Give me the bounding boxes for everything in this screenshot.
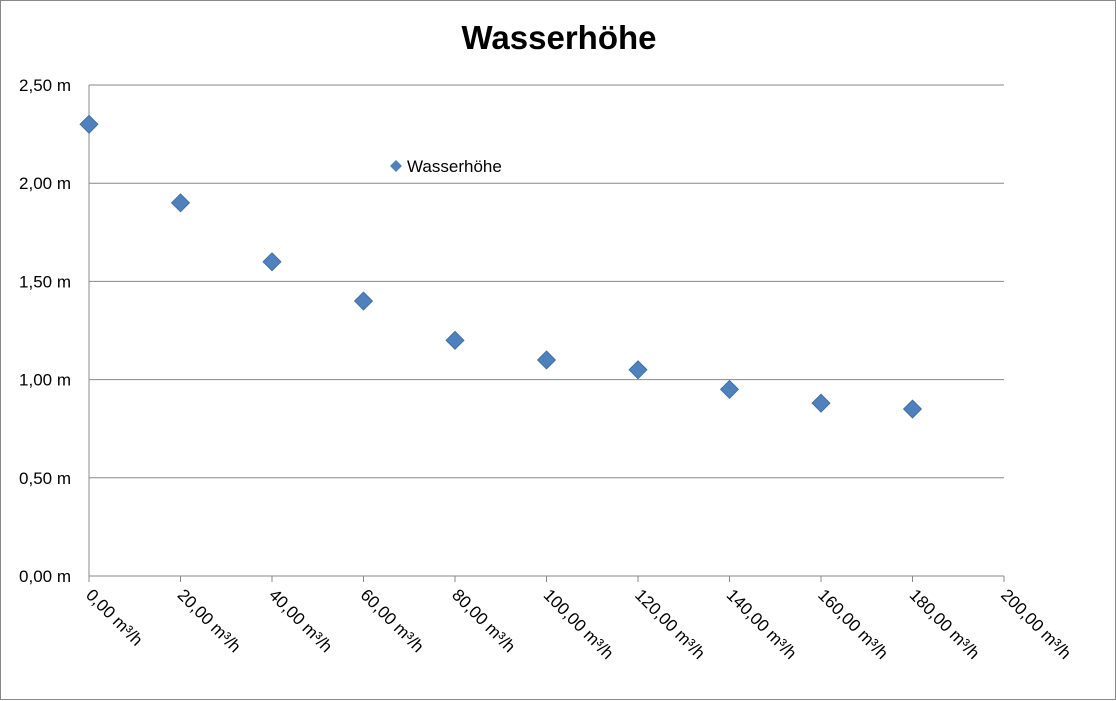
x-tick-label: 60,00 m³/h	[357, 585, 428, 656]
legend: Wasserhöhe	[390, 157, 502, 176]
data-point	[536, 350, 557, 370]
legend-marker	[390, 160, 402, 172]
gridlines	[89, 84, 1004, 479]
y-tick-label: 1,50 m	[19, 272, 71, 291]
x-tick-label: 140,00 m³/h	[723, 585, 801, 663]
data-point	[79, 114, 99, 134]
chart-title: Wasserhöhe	[461, 19, 657, 56]
y-tick-label: 0,50 m	[19, 469, 71, 488]
x-axis-tick-labels: 0,00 m³/h 20,00 m³/h 40,00 m³/h 60,00 m³/h 8…	[82, 585, 1075, 663]
data-point	[262, 252, 282, 272]
legend-label: Wasserhöhe	[407, 157, 502, 176]
x-tick-label: 100,00 m³/h	[540, 585, 618, 663]
x-tick-label: 180,00 m³/h	[906, 585, 984, 663]
data-points	[79, 114, 923, 419]
y-tick-label: 2,00 m	[19, 174, 71, 193]
data-point	[811, 393, 831, 413]
x-tick-label: 80,00 m³/h	[448, 585, 519, 656]
x-tick-label: 0,00 m³/h	[82, 585, 146, 649]
data-point	[719, 379, 740, 399]
data-point	[353, 291, 374, 311]
y-tick-label: 1,00 m	[19, 371, 71, 390]
data-point	[445, 330, 465, 350]
y-axis-tick-labels: 0,00 m 0,50 m 1,00 m 1,50 m 2,00 m 2,50 m	[19, 76, 71, 586]
x-tick-label: 160,00 m³/h	[814, 585, 892, 663]
x-tick-label: 120,00 m³/h	[631, 585, 709, 663]
y-tick-label: 0,00 m	[19, 567, 71, 586]
axes	[88, 85, 1005, 582]
x-tick-label: 40,00 m³/h	[265, 585, 336, 656]
data-point	[902, 399, 923, 419]
x-tick-label: 20,00 m³/h	[174, 585, 245, 656]
y-tick-label: 2,50 m	[19, 76, 71, 95]
data-point	[170, 193, 191, 213]
data-point	[628, 360, 648, 380]
x-tick-label: 200,00 m³/h	[997, 585, 1075, 663]
